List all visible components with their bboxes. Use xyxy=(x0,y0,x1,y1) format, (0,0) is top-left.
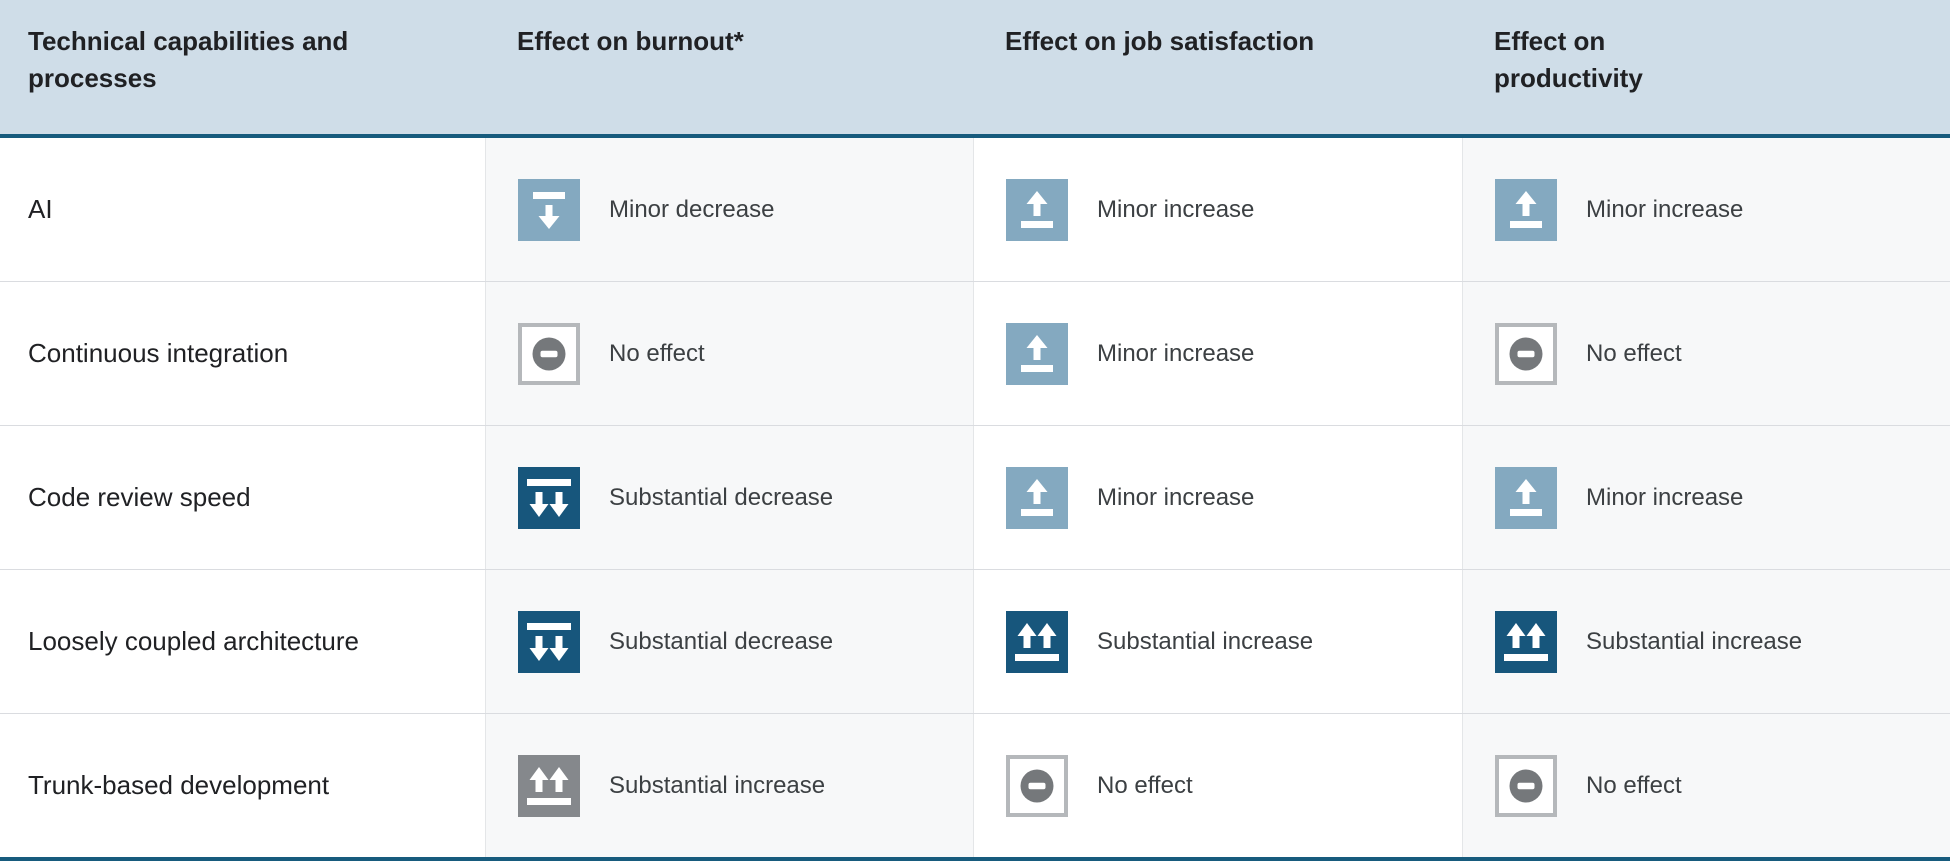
row-label-cell: Loosely coupled architecture xyxy=(0,570,485,713)
cell-ai-job-satisfaction: Minor increase xyxy=(973,138,1462,281)
effect-label: Substantial increase xyxy=(609,771,826,799)
row-label: Loosely coupled architecture xyxy=(28,626,359,656)
cell-crs-burnout: Substantial decrease xyxy=(485,426,973,569)
effect-label: Minor increase xyxy=(1097,339,1255,367)
cell-tbd-productivity: No effect xyxy=(1462,714,1950,857)
table-header-row: Technical capabilities and processes Eff… xyxy=(0,0,1950,138)
row-label-cell: Continuous integration xyxy=(0,282,485,425)
table-row-trunk-based-development: Trunk-based development Substantial incr… xyxy=(0,714,1950,861)
header-col-capabilities-label: Technical capabilities and processes xyxy=(28,26,349,93)
effect-label: Substantial increase xyxy=(1097,627,1314,655)
substantial-increase-icon xyxy=(1495,610,1557,673)
header-col-job-satisfaction-label: Effect on job satisfaction xyxy=(1005,26,1315,56)
effect-label: Substantial increase xyxy=(1586,627,1803,655)
cell-lca-burnout: Substantial decrease xyxy=(485,570,973,713)
effect-label: Substantial decrease xyxy=(609,483,834,511)
cell-crs-job-satisfaction: Minor increase xyxy=(973,426,1462,569)
effect-label: Minor increase xyxy=(1586,483,1744,511)
cell-ci-burnout: No effect xyxy=(485,282,973,425)
row-label-cell: Trunk-based development xyxy=(0,714,485,857)
cell-tbd-job-satisfaction: No effect xyxy=(973,714,1462,857)
effect-label: No effect xyxy=(609,339,705,367)
cell-ci-productivity: No effect xyxy=(1462,282,1950,425)
table-row-loosely-coupled-architecture: Loosely coupled architecture Substantial… xyxy=(0,570,1950,714)
table-row-continuous-integration: Continuous integration No effect Minor i… xyxy=(0,282,1950,426)
table-row-code-review-speed: Code review speed Substantial decrease M… xyxy=(0,426,1950,570)
minor-increase-icon xyxy=(1495,466,1557,529)
header-col-capabilities: Technical capabilities and processes xyxy=(0,0,485,134)
cell-ai-burnout: Minor decrease xyxy=(485,138,973,281)
header-col-productivity: Effect on productivity xyxy=(1462,0,1950,134)
effect-label: No effect xyxy=(1097,771,1193,799)
effect-label: Minor increase xyxy=(1097,483,1255,511)
table-row-ai: AI Minor decrease Minor increase Minor i… xyxy=(0,138,1950,282)
header-col-productivity-label: Effect on productivity xyxy=(1494,26,1643,93)
substantial-decrease-icon xyxy=(518,610,580,673)
no-effect-icon xyxy=(1006,754,1068,817)
no-effect-icon xyxy=(1495,754,1557,817)
cell-crs-productivity: Minor increase xyxy=(1462,426,1950,569)
cell-lca-job-satisfaction: Substantial increase xyxy=(973,570,1462,713)
row-label: Trunk-based development xyxy=(28,770,330,800)
header-col-job-satisfaction: Effect on job satisfaction xyxy=(973,0,1462,134)
effect-label: No effect xyxy=(1586,771,1682,799)
minor-decrease-icon xyxy=(518,178,580,241)
substantial-increase-icon xyxy=(518,754,580,817)
effect-label: Substantial decrease xyxy=(609,627,834,655)
row-label: Continuous integration xyxy=(28,338,289,368)
minor-increase-icon xyxy=(1006,466,1068,529)
minor-increase-icon xyxy=(1006,322,1068,385)
effect-label: Minor increase xyxy=(1586,195,1744,223)
row-label: Code review speed xyxy=(28,482,251,512)
minor-increase-icon xyxy=(1006,178,1068,241)
cell-lca-productivity: Substantial increase xyxy=(1462,570,1950,713)
header-col-burnout-label: Effect on burnout* xyxy=(517,26,744,56)
minor-increase-icon xyxy=(1495,178,1557,241)
effect-label: No effect xyxy=(1586,339,1682,367)
effect-label: Minor increase xyxy=(1097,195,1255,223)
effect-label: Minor decrease xyxy=(609,195,775,223)
no-effect-icon xyxy=(1495,322,1557,385)
substantial-decrease-icon xyxy=(518,466,580,529)
row-label-cell: AI xyxy=(0,138,485,281)
substantial-increase-icon xyxy=(1006,610,1068,673)
cell-ci-job-satisfaction: Minor increase xyxy=(973,282,1462,425)
cell-tbd-burnout: Substantial increase xyxy=(485,714,973,857)
row-label: AI xyxy=(28,194,53,224)
row-label-cell: Code review speed xyxy=(0,426,485,569)
header-col-burnout: Effect on burnout* xyxy=(485,0,973,134)
no-effect-icon xyxy=(518,322,580,385)
cell-ai-productivity: Minor increase xyxy=(1462,138,1950,281)
